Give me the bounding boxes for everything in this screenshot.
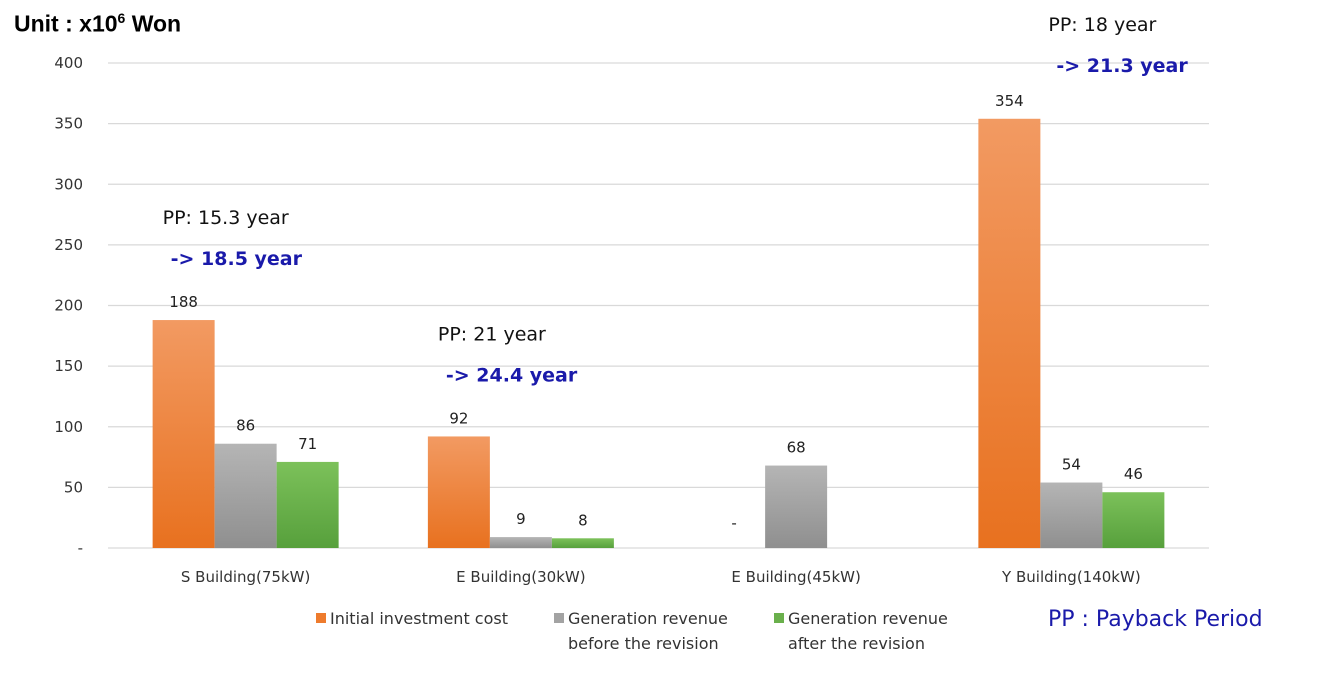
bar-after [551,538,614,548]
y-tick-label: 400 [54,54,83,72]
y-tick-label: 250 [54,236,83,254]
payback-period-label: PP: 18 year [1048,14,1156,36]
legend-swatch-after [774,613,784,623]
data-label: 92 [449,409,468,427]
bars [152,118,1165,549]
legend-label: Initial investment cost [330,609,508,628]
legend-label: Generation revenue [788,609,948,628]
bar-before [765,465,828,548]
payback-period-revised-label: -> 21.3 year [1056,55,1188,77]
data-label: 54 [1062,456,1081,474]
payback-annotations: PP: 15.3 year -> 18.5 year PP: 21 year -> 2… [163,14,1189,386]
legend-swatch-initial [316,613,326,623]
x-category-label: E Building(30kW) [456,568,585,586]
x-category-label: S Building(75kW) [181,568,310,586]
y-axis: - 50 100 150 200 250 300 350 400 [54,54,83,557]
payback-period-label: PP: 21 year [438,323,546,345]
legend-label: after the revision [788,634,925,653]
bar-initial [978,118,1041,549]
legend: Initial investment cost Generation revenu… [316,609,948,653]
payback-period-revised-label: -> 24.4 year [446,364,578,386]
unit-prefix: Unit : x10 [14,10,118,37]
x-axis: S Building(75kW) E Building(30kW) E Buildi… [181,568,1141,586]
bar-before [1040,482,1103,548]
bar-before [489,537,552,548]
y-tick-label: 200 [54,297,83,315]
y-tick-label: 350 [54,115,83,133]
data-label: 9 [516,510,526,528]
unit-exponent: 6 [117,10,126,26]
x-category-label: E Building(45kW) [731,568,860,586]
y-tick-label: 100 [54,418,83,436]
data-label: 68 [787,439,806,457]
data-label: 354 [995,92,1024,110]
payback-period-label: PP: 15.3 year [163,207,289,229]
y-tick-label: 50 [64,478,83,496]
bar-after [276,461,339,548]
x-category-label: Y Building(140kW) [1001,568,1141,586]
data-label: 71 [298,435,317,453]
y-tick-label: 150 [54,357,83,375]
y-tick-label: 300 [54,175,83,193]
payback-period-revised-label: -> 18.5 year [171,248,303,270]
legend-label: before the revision [568,634,719,653]
bar-before [214,443,277,548]
data-label: 188 [169,293,198,311]
bar-initial [427,436,490,548]
bar-after [1102,492,1165,548]
y-tick-label: - [78,539,83,557]
data-label: 86 [236,417,255,435]
data-label: 46 [1124,465,1143,483]
unit-suffix: Won [125,10,182,37]
unit-label: Unit : x106 Won [14,10,181,38]
data-labels: 188 86 71 92 9 8 - 68 354 54 46 [169,92,1143,532]
legend-swatch-before [554,613,564,623]
data-label: - [731,514,736,532]
bar-initial [152,320,215,548]
legend-label: Generation revenue [568,609,728,628]
pp-definition-note: PP : Payback Period [1048,607,1263,632]
data-label: 8 [578,511,588,529]
